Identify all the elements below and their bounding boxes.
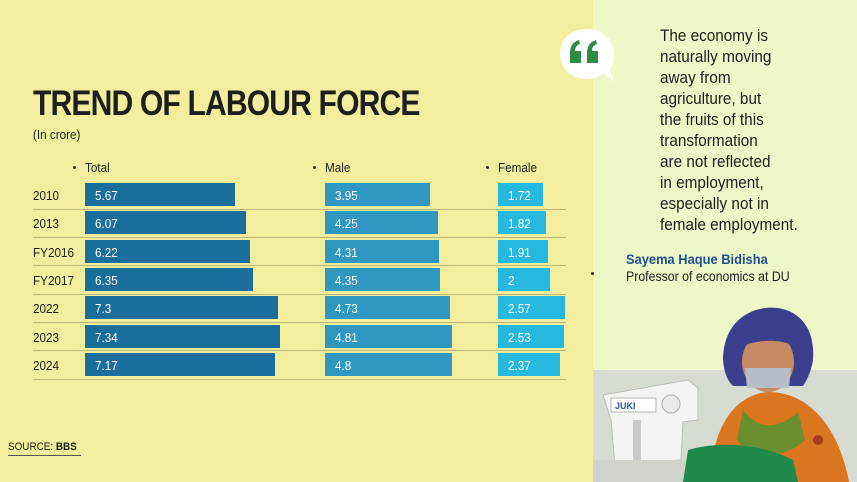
chart-title: TREND OF LABOUR FORCE <box>33 84 420 123</box>
source-value: BBS <box>55 441 77 453</box>
category-label: 2022 <box>33 301 60 317</box>
bar-total <box>85 267 254 291</box>
category-label: FY2017 <box>33 272 74 288</box>
bar-female <box>498 183 544 206</box>
bar-value-label: 7.34 <box>95 329 118 345</box>
row-divider <box>33 293 566 295</box>
category-label: 2010 <box>33 188 60 203</box>
bar-value-label: 6.07 <box>95 216 118 232</box>
bar-value-label: 4.35 <box>335 272 358 288</box>
quote-line: are not reflected <box>660 152 771 171</box>
bar-value-label: 4.73 <box>335 301 358 317</box>
column-header-dot <box>486 166 489 169</box>
source-label: SOURCE: <box>8 441 54 453</box>
quote-line: the fruits of this <box>660 110 764 129</box>
bar-male <box>325 211 438 235</box>
bar-total <box>85 239 250 263</box>
bar-female <box>498 324 565 348</box>
bar-total <box>85 211 246 235</box>
column-header-total: Total <box>85 160 110 175</box>
bar-female <box>498 239 549 263</box>
quote-bubble-icon <box>560 29 614 82</box>
bar-value-label: 1.82 <box>508 216 531 232</box>
quote-line: away from <box>660 68 731 87</box>
bar-value-label: 4.25 <box>335 216 358 232</box>
bar-value-label: 5.67 <box>95 188 118 203</box>
garment-worker-photo: JUKI <box>593 300 857 482</box>
bar-value-label: 1.91 <box>508 244 531 260</box>
category-label: 2013 <box>33 216 60 232</box>
bar-male <box>325 352 453 376</box>
category-label: 2024 <box>33 357 60 373</box>
row-divider <box>33 322 566 323</box>
bar-value-label: 2 <box>508 272 515 288</box>
bar-male <box>325 239 440 263</box>
category-label: 2023 <box>33 329 60 345</box>
author-marker-dot <box>591 272 594 275</box>
row-divider <box>33 350 566 352</box>
column-header-male: Male <box>325 160 351 175</box>
bar-value-label: 3.95 <box>335 188 358 203</box>
column-header-dot <box>313 166 316 169</box>
bar-total <box>85 183 236 206</box>
row-divider <box>33 265 566 267</box>
source-note: SOURCE: BBS <box>8 441 77 453</box>
quote-line: in employment, <box>660 173 764 192</box>
quote-author: Sayema Haque Bidisha <box>626 251 768 267</box>
bar-value-label: 1.72 <box>508 188 531 203</box>
bar-value-label: 2.53 <box>508 329 531 345</box>
bar-value-label: 2.57 <box>508 301 531 317</box>
svg-text:JUKI: JUKI <box>615 401 636 411</box>
category-label: FY2016 <box>33 244 74 260</box>
row-divider <box>33 208 566 210</box>
column-header-female: Female <box>498 160 538 175</box>
row-divider <box>33 378 566 380</box>
bar-male <box>325 324 453 348</box>
bar-total <box>85 324 280 348</box>
bar-total <box>85 296 279 320</box>
quote-line: transformation <box>660 131 758 150</box>
bar-female <box>498 352 561 376</box>
bar-value-label: 7.17 <box>95 357 118 373</box>
bar-male <box>325 267 441 291</box>
bar-value-label: 2.37 <box>508 357 531 373</box>
bar-female <box>498 267 551 291</box>
bar-value-label: 4.31 <box>335 244 358 260</box>
bar-female <box>498 296 566 320</box>
bar-female <box>498 211 546 235</box>
chart-subtitle: (In crore) <box>33 127 81 142</box>
bar-male <box>325 296 451 320</box>
bar-value-label: 4.81 <box>335 329 358 345</box>
bar-value-label: 6.22 <box>95 244 118 260</box>
column-header-dot <box>73 166 76 169</box>
quote-line: agriculture, but <box>660 89 762 108</box>
quote-line: The economy is <box>660 26 768 45</box>
bar-value-label: 4.8 <box>335 357 352 373</box>
bar-value-label: 6.35 <box>95 272 118 288</box>
bar-total <box>85 352 275 376</box>
bar-male <box>325 183 430 206</box>
bar-value-label: 7.3 <box>95 301 112 317</box>
source-underline <box>8 455 81 456</box>
quote-line: naturally moving <box>660 47 772 66</box>
row-divider <box>33 237 566 239</box>
author-role: Professor of economics at DU <box>626 268 790 284</box>
quote-text: The economy is naturally moving away fro… <box>660 25 835 235</box>
quote-line: especially not in <box>660 194 769 213</box>
quote-line: female employment. <box>660 215 798 234</box>
